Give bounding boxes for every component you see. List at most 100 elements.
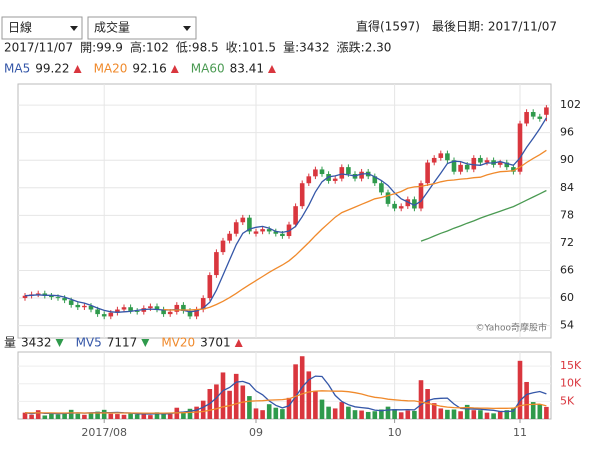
candle-body: [412, 199, 417, 209]
volume-bar: [511, 408, 516, 419]
volume-bar: [306, 371, 312, 419]
volume-bar: [293, 364, 298, 419]
candle-body: [379, 183, 384, 193]
candle-body: [55, 297, 61, 299]
candle-body: [220, 240, 226, 253]
ma-line: [420, 189, 547, 242]
candle-body: [313, 169, 318, 177]
volume-bar: [227, 390, 232, 419]
candle-body: [392, 203, 397, 209]
quote-item: 高:102: [130, 40, 169, 55]
candle-body: [108, 312, 114, 317]
quote-item: 開:99.9: [80, 41, 123, 55]
volume-bar: [200, 400, 206, 419]
candle-body: [332, 178, 338, 181]
volume-bar: [478, 410, 483, 419]
period-dropdown[interactable]: [1, 16, 83, 40]
candle-body: [484, 160, 490, 163]
candle-body: [227, 233, 232, 241]
volume-bar: [22, 412, 28, 419]
y-tick-label: 54: [560, 319, 574, 332]
candle-body: [497, 162, 503, 165]
volume-bar: [431, 403, 437, 419]
legend-name: MA60: [191, 62, 225, 76]
volume-bar: [42, 415, 48, 419]
candle-body: [134, 310, 140, 312]
candle-body: [207, 275, 213, 299]
candle-body: [530, 112, 536, 117]
volume-bar: [253, 408, 259, 419]
volume-bar: [108, 413, 114, 419]
volume-bar: [372, 411, 378, 419]
trend-arrow: [267, 65, 276, 73]
quote-item: 2017/11/07: [4, 41, 73, 55]
y-tick-label: 66: [560, 263, 574, 276]
quote-item: 量:3432: [283, 41, 330, 55]
candle-body: [273, 231, 279, 234]
trend-arrow: [170, 65, 179, 73]
legend-value: 3701: [200, 336, 231, 350]
candle-body: [511, 167, 516, 172]
candle-body: [200, 298, 206, 310]
trend-arrow: [234, 339, 243, 347]
x-tick-label: 09: [249, 426, 263, 439]
candle-body: [148, 306, 153, 309]
volume-bar: [101, 409, 107, 419]
volume-bar: [134, 414, 140, 419]
indicator-dropdown-label[interactable]: 成交量: [94, 20, 130, 35]
volume-bar: [220, 372, 226, 419]
volume-bar: [544, 406, 549, 419]
candle-body: [339, 167, 345, 179]
volume-tick-label: 5K: [560, 394, 575, 407]
y-tick-label: 84: [560, 181, 574, 194]
candle-body: [42, 293, 48, 296]
x-tick-label: 10: [388, 426, 402, 439]
candle-body: [181, 304, 186, 311]
last-date: 最後日期: 2017/11/07: [432, 20, 557, 34]
volume-bar: [517, 360, 523, 419]
candle-body: [260, 229, 265, 232]
volume-bar: [418, 380, 424, 419]
volume-bar: [346, 406, 351, 419]
candle-body: [233, 222, 239, 234]
volume-bar: [339, 402, 345, 419]
volume-bar: [319, 399, 325, 419]
candle-body: [346, 167, 351, 175]
volume-bar: [49, 413, 54, 419]
quote-item: 漲跌:2.30: [337, 40, 392, 55]
volume-bar: [359, 410, 364, 419]
volume-bar: [266, 404, 272, 419]
candle-body: [247, 217, 252, 232]
candle-body: [115, 309, 120, 313]
quote-item: 低:98.5: [176, 41, 219, 55]
indicator-dropdown[interactable]: [87, 16, 197, 40]
volume-bar: [148, 415, 153, 419]
x-tick-label: 11: [513, 426, 527, 439]
volume-bar: [286, 397, 292, 419]
candle-body: [154, 306, 160, 310]
candle-body: [187, 310, 193, 317]
trend-arrow: [73, 65, 82, 73]
dropdown-arrow[interactable]: [70, 26, 78, 31]
volume-bar: [365, 411, 371, 419]
y-tick-label: 96: [560, 126, 574, 139]
candle-body: [82, 305, 87, 308]
dropdown-arrow[interactable]: [183, 26, 191, 31]
price-panel: [17, 83, 552, 339]
candle-body: [214, 252, 219, 276]
volume-bar: [497, 410, 503, 419]
mv-line: [24, 390, 547, 414]
volume-bar: [352, 410, 358, 419]
candle-body: [88, 305, 94, 310]
candle-body: [121, 307, 127, 310]
candle-body: [167, 311, 173, 315]
volume-bar: [260, 410, 265, 419]
volume-bar: [405, 410, 411, 419]
volume-bar: [95, 411, 100, 419]
period-dropdown-label[interactable]: 日線: [8, 20, 32, 35]
candle-body: [319, 169, 325, 175]
candle-body: [35, 293, 41, 295]
volume-bar: [121, 414, 127, 419]
candle-body: [359, 171, 364, 179]
